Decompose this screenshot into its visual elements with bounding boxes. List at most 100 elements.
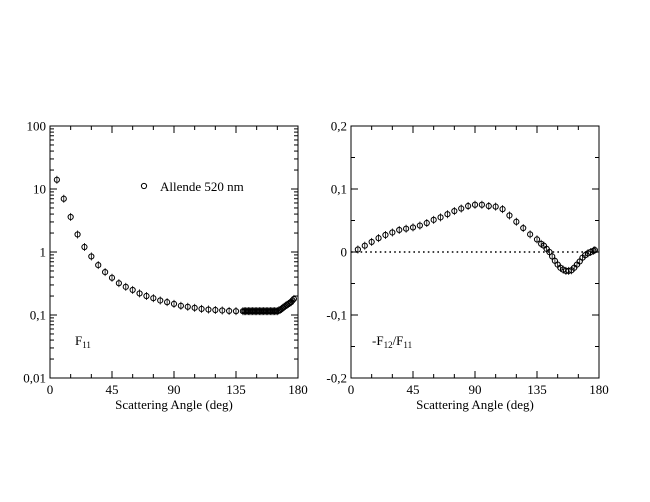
data-point [122,283,129,290]
data-point [184,303,191,310]
data-point [289,297,296,304]
data-point [108,274,116,281]
data-point [396,226,403,234]
data-point [150,295,157,302]
y-tick-label: 0,1 [30,308,46,323]
right-annotation-mid: /F [393,333,404,348]
left-tick-marks [49,125,299,379]
data-point [361,242,368,249]
x-tick-label: 135 [527,382,547,397]
left-panel: 0 45 90 135 180 0,01 0,1 1 1 0 100 Scattering Ang… [23,119,308,413]
right-x-tick-labels: 0 45 90 135 180 [348,382,609,397]
data-point [403,225,410,232]
data-point [533,236,541,243]
y-tick-label: 0,1 [331,182,347,197]
data-point [549,253,556,260]
left-annotation-f11: F11 [75,333,91,350]
data-point [191,304,198,311]
data-point [67,213,74,221]
data-point [416,222,423,229]
data-point [60,195,67,202]
data-point [444,211,451,218]
data-point [102,268,109,276]
data-point [226,307,233,315]
data-point [88,253,95,260]
data-point [591,247,598,254]
data-point [95,261,102,269]
left-annotation-sub: 11 [82,340,91,350]
x-tick-label: 180 [589,382,609,397]
data-point [81,243,88,251]
data-point [506,212,513,219]
data-point [129,286,136,294]
data-point [527,231,534,238]
data-point [471,201,479,208]
data-point [354,246,361,253]
data-point [389,229,396,236]
data-point [382,231,389,239]
data-point [430,216,437,223]
y-tick-label: 0 [341,245,348,260]
y-tick-label: 10 [33,182,46,197]
data-point [136,290,143,297]
right-tick-marks [350,125,600,379]
y-tick-label: -0,2 [326,371,347,386]
y-tick-label: 0,2 [331,119,347,134]
left-x-tick-labels: 0 45 90 135 180 [47,382,308,397]
data-point [74,231,81,238]
data-point [143,292,150,300]
data-point [164,299,171,306]
right-y-tick-labels: -0,2 -0,1 0 0,1 0,2 [326,119,347,386]
legend-label: Allende 520 nm [160,179,244,194]
x-tick-label: 45 [407,382,420,397]
left-x-axis-label: Scattering Angle (deg) [115,397,233,412]
x-tick-label: 90 [168,382,181,397]
data-point [157,297,164,304]
left-y-tick-labels: 0,01 0,1 1 10 100 [23,119,46,386]
data-point [219,307,226,314]
data-point [212,306,219,314]
data-point [290,295,297,303]
right-panel: 0 45 90 135 180 -0,2 -0,1 0 0,1 0,2 Scattering A… [326,119,608,413]
left-annotation-main: F [75,333,82,348]
data-point [232,308,240,315]
right-annotation-sub2: 11 [403,340,412,350]
data-point [205,306,212,313]
data-point [485,202,492,210]
data-point [198,305,205,312]
x-tick-label: 90 [469,382,482,397]
data-point [451,207,458,215]
y-tick-label: -0,1 [326,308,347,323]
data-point [546,248,553,256]
right-annotation-ratio: -F12/F11 [372,333,412,350]
data-point [520,224,527,232]
data-point [368,238,375,246]
data-point [513,218,520,225]
data-point [465,202,472,210]
data-point [53,176,60,183]
x-tick-label: 0 [47,382,54,397]
y-tick-label: 0,01 [23,371,46,386]
data-point [492,203,499,210]
right-annotation-sub1: 12 [384,340,393,350]
right-data-points [354,200,598,275]
data-point [458,205,465,212]
x-tick-label: 45 [106,382,119,397]
y-tick-label: 100 [27,119,47,134]
data-point [177,302,184,309]
x-tick-label: 0 [348,382,355,397]
data-point [375,235,382,242]
data-point [115,280,122,287]
data-point [499,206,506,213]
x-tick-label: 180 [288,382,308,397]
legend-marker [140,182,148,190]
x-tick-label: 135 [226,382,246,397]
left-legend: Allende 520 nm [140,179,244,194]
data-point [478,201,485,208]
data-point [170,300,178,308]
right-annotation-pre: -F [372,333,384,348]
data-point [437,214,444,221]
data-point [409,224,417,231]
data-point [423,219,430,227]
